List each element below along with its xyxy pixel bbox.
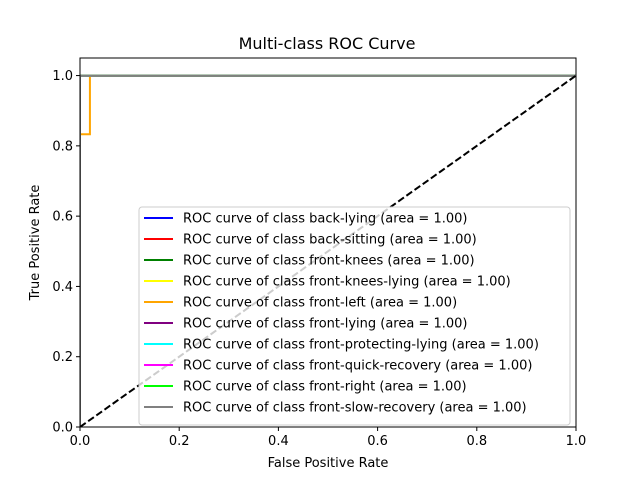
y-axis-label: True Positive Rate xyxy=(28,185,43,302)
legend-label-4: ROC curve of class front-knees-lying (ar… xyxy=(183,275,511,290)
x-tick-label: 0.6 xyxy=(367,434,388,449)
x-axis-label: False Positive Rate xyxy=(268,456,389,471)
legend-label-6: ROC curve of class front-lying (area = 1… xyxy=(183,317,468,332)
legend: ROC curve of class back-lying (area = 1.… xyxy=(138,206,571,426)
legend-label-10: ROC curve of class front-slow-recovery (… xyxy=(183,401,527,416)
y-tick-label: 0.0 xyxy=(52,421,73,436)
legend-label-8: ROC curve of class front-quick-recovery … xyxy=(183,359,532,374)
x-tick-label: 0.4 xyxy=(268,434,289,449)
axes-frame xyxy=(79,57,577,428)
roc-series-line-10 xyxy=(80,74,576,427)
y-tick-label: 0.8 xyxy=(52,139,73,154)
legend-box xyxy=(138,206,571,426)
chart-title: Multi-class ROC Curve xyxy=(239,34,416,53)
y-tick-label: 0.2 xyxy=(52,350,73,365)
legend-label-7: ROC curve of class front-protecting-lyin… xyxy=(183,338,539,353)
legend-label-9: ROC curve of class front-right (area = 1… xyxy=(183,380,467,395)
x-tick-label: 0.2 xyxy=(169,434,190,449)
y-tick-label: 1.0 xyxy=(52,69,73,84)
x-tick-label: 0.0 xyxy=(70,434,91,449)
axis-ticks: 0.0 0.2 0.4 0.6 0.8 1.0 0.0 0.2 0.4 0.6 0.8 1.0 xyxy=(52,69,586,449)
legend-label-2: ROC curve of class back-sitting (area = … xyxy=(183,233,477,248)
legend-label-5: ROC curve of class front-left (area = 1.… xyxy=(183,296,457,311)
legend-label-1: ROC curve of class back-lying (area = 1.… xyxy=(183,212,467,227)
x-tick-label: 0.8 xyxy=(466,434,487,449)
legend-label-3: ROC curve of class front-knees (area = 1… xyxy=(183,254,475,269)
y-tick-label: 0.4 xyxy=(52,280,73,295)
x-tick-label: 1.0 xyxy=(566,434,587,449)
y-tick-label: 0.6 xyxy=(52,210,73,225)
plot-area xyxy=(80,74,576,427)
